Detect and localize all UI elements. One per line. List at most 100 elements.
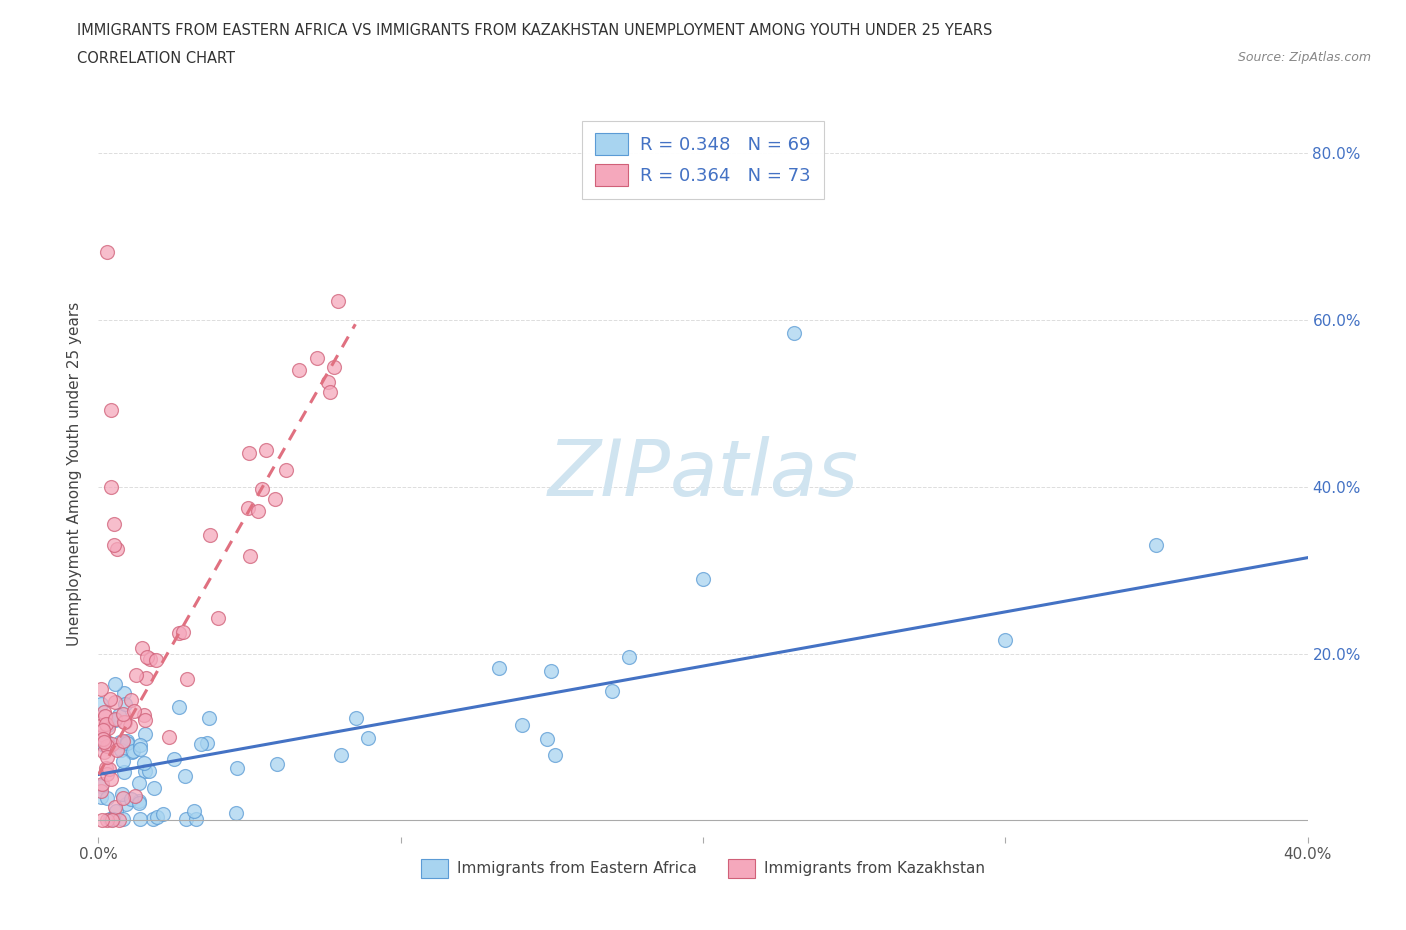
Point xyxy=(692,571,714,586)
Point xyxy=(94,709,117,724)
Point xyxy=(112,685,135,700)
Point xyxy=(124,788,146,803)
Point xyxy=(98,692,121,707)
Point xyxy=(617,649,640,664)
Point xyxy=(344,711,367,725)
Point xyxy=(131,641,153,656)
Point xyxy=(115,736,138,751)
Point xyxy=(121,745,143,760)
Point xyxy=(104,695,127,710)
Legend: Immigrants from Eastern Africa, Immigrants from Kazakhstan: Immigrants from Eastern Africa, Immigran… xyxy=(415,853,991,884)
Point xyxy=(488,660,510,675)
Point xyxy=(138,652,160,667)
Point xyxy=(110,735,132,750)
Text: Source: ZipAtlas.com: Source: ZipAtlas.com xyxy=(1237,51,1371,64)
Point xyxy=(112,734,135,749)
Point xyxy=(135,649,157,664)
Text: IMMIGRANTS FROM EASTERN AFRICA VS IMMIGRANTS FROM KAZAKHSTAN UNEMPLOYMENT AMONG : IMMIGRANTS FROM EASTERN AFRICA VS IMMIGR… xyxy=(77,23,993,38)
Point xyxy=(97,718,120,733)
Point xyxy=(246,503,269,518)
Point xyxy=(90,778,112,793)
Point xyxy=(323,360,346,375)
Point xyxy=(142,812,165,827)
Point xyxy=(112,764,135,779)
Point xyxy=(145,653,167,668)
Point xyxy=(91,723,114,737)
Point xyxy=(107,813,129,828)
Point xyxy=(994,632,1017,647)
Point xyxy=(90,784,112,799)
Point xyxy=(104,711,127,726)
Point xyxy=(125,668,148,683)
Point xyxy=(783,326,806,340)
Point xyxy=(124,703,146,718)
Point xyxy=(97,721,120,736)
Point xyxy=(316,375,339,390)
Point xyxy=(225,806,247,821)
Point xyxy=(132,708,155,723)
Point xyxy=(128,737,150,752)
Point xyxy=(104,800,127,815)
Point xyxy=(91,718,114,733)
Point xyxy=(254,442,277,457)
Point xyxy=(602,684,624,698)
Point xyxy=(103,517,125,532)
Point xyxy=(105,542,128,557)
Point xyxy=(100,737,122,751)
Point xyxy=(146,809,169,824)
Point xyxy=(100,812,122,827)
Point xyxy=(93,737,115,752)
Point xyxy=(100,771,122,786)
Point xyxy=(198,711,221,725)
Point xyxy=(225,761,247,776)
Point xyxy=(104,713,127,728)
Point xyxy=(157,730,180,745)
Point xyxy=(266,756,288,771)
Point xyxy=(120,791,142,806)
Point xyxy=(100,403,122,418)
Point xyxy=(169,699,191,714)
Point xyxy=(252,482,274,497)
Point xyxy=(114,697,136,711)
Point xyxy=(111,786,134,801)
Point xyxy=(239,549,262,564)
Point xyxy=(93,735,115,750)
Point xyxy=(110,742,132,757)
Point xyxy=(329,748,352,763)
Point xyxy=(117,734,139,749)
Point xyxy=(163,751,186,766)
Point xyxy=(174,768,197,783)
Point xyxy=(195,736,218,751)
Point xyxy=(176,672,198,687)
Point xyxy=(152,806,174,821)
Point xyxy=(274,462,297,477)
Point xyxy=(134,764,156,778)
Point xyxy=(97,738,120,753)
Point xyxy=(91,731,114,746)
Point xyxy=(101,813,124,828)
Point xyxy=(288,363,311,378)
Point xyxy=(132,756,155,771)
Point xyxy=(114,715,136,730)
Point xyxy=(104,676,127,691)
Point xyxy=(111,812,134,827)
Point xyxy=(128,812,150,827)
Point xyxy=(103,812,125,827)
Point xyxy=(326,294,349,309)
Point xyxy=(128,776,150,790)
Text: ZIPatlas: ZIPatlas xyxy=(547,436,859,512)
Point xyxy=(236,500,259,515)
Point xyxy=(135,671,157,685)
Point xyxy=(120,693,142,708)
Point xyxy=(96,767,118,782)
Point xyxy=(207,611,229,626)
Point xyxy=(536,732,558,747)
Point xyxy=(120,719,142,734)
Point xyxy=(90,682,112,697)
Point xyxy=(111,753,134,768)
Point xyxy=(198,527,221,542)
Point xyxy=(174,812,197,827)
Point xyxy=(184,812,207,827)
Point xyxy=(129,742,152,757)
Point xyxy=(108,707,131,722)
